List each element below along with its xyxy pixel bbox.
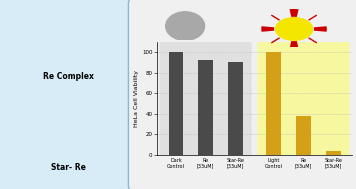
Wedge shape [289, 9, 299, 17]
Wedge shape [261, 26, 274, 32]
Bar [296, 116, 311, 155]
Y-axis label: HeLa Cell Viability: HeLa Cell Viability [134, 70, 139, 127]
FancyBboxPatch shape [257, 36, 350, 170]
FancyBboxPatch shape [129, 0, 356, 189]
Bar [228, 62, 243, 155]
FancyBboxPatch shape [0, 0, 141, 189]
Bar [326, 151, 341, 155]
Circle shape [166, 12, 205, 40]
Bar [266, 52, 281, 155]
Text: Re Complex: Re Complex [43, 72, 94, 81]
Bar [168, 52, 183, 155]
Wedge shape [289, 41, 299, 49]
Bar [198, 60, 213, 155]
Wedge shape [314, 26, 327, 32]
FancyBboxPatch shape [159, 36, 252, 170]
Circle shape [276, 18, 313, 40]
Text: Star- Re: Star- Re [51, 163, 86, 172]
